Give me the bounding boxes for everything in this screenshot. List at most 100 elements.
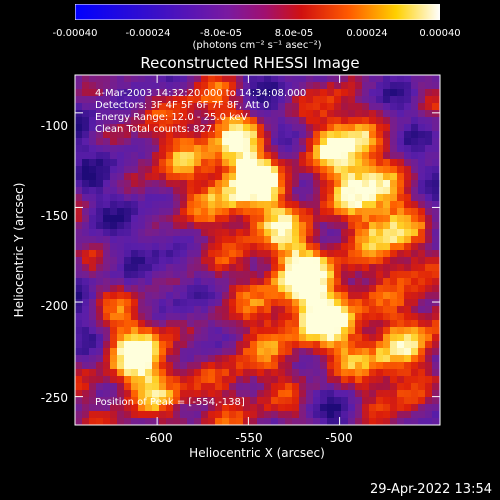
heatmap-cell bbox=[131, 306, 138, 313]
heatmap-cell bbox=[411, 229, 418, 236]
heatmap-cell bbox=[376, 257, 383, 264]
heatmap-cell bbox=[187, 383, 194, 390]
heatmap-cell bbox=[390, 292, 397, 299]
heatmap-cell bbox=[264, 341, 271, 348]
heatmap-cell bbox=[306, 243, 313, 250]
heatmap-cell bbox=[215, 327, 222, 334]
heatmap-cell bbox=[96, 411, 103, 418]
heatmap-cell bbox=[411, 383, 418, 390]
heatmap-cell bbox=[397, 201, 404, 208]
heatmap-cell bbox=[292, 82, 299, 89]
heatmap-cell bbox=[292, 215, 299, 222]
heatmap-cell bbox=[390, 383, 397, 390]
heatmap-cell bbox=[278, 271, 285, 278]
heatmap-cell bbox=[236, 418, 243, 425]
heatmap-cell bbox=[75, 180, 82, 187]
heatmap-cell bbox=[229, 215, 236, 222]
heatmap-cell bbox=[243, 369, 250, 376]
heatmap-cell bbox=[82, 369, 89, 376]
heatmap-cell bbox=[285, 222, 292, 229]
heatmap-cell bbox=[145, 75, 152, 82]
heatmap-cell bbox=[404, 173, 411, 180]
heatmap-cell bbox=[348, 334, 355, 341]
heatmap-cell bbox=[411, 75, 418, 82]
heatmap-cell bbox=[362, 159, 369, 166]
heatmap-cell bbox=[411, 334, 418, 341]
heatmap-cell bbox=[187, 89, 194, 96]
heatmap-cell bbox=[418, 299, 425, 306]
heatmap-cell bbox=[229, 250, 236, 257]
heatmap-cell bbox=[271, 243, 278, 250]
heatmap-cell bbox=[117, 411, 124, 418]
heatmap-cell bbox=[411, 194, 418, 201]
heatmap-cell bbox=[96, 145, 103, 152]
heatmap-cell bbox=[117, 215, 124, 222]
heatmap-cell bbox=[369, 138, 376, 145]
heatmap-cell bbox=[131, 152, 138, 159]
heatmap-cell bbox=[103, 110, 110, 117]
heatmap-cell bbox=[103, 173, 110, 180]
heatmap-cell bbox=[327, 383, 334, 390]
heatmap-cell bbox=[383, 278, 390, 285]
heatmap-cell bbox=[250, 397, 257, 404]
heatmap-cell bbox=[278, 110, 285, 117]
heatmap-cell bbox=[89, 75, 96, 82]
heatmap-cell bbox=[124, 390, 131, 397]
heatmap-cell bbox=[124, 159, 131, 166]
heatmap-cell bbox=[425, 257, 432, 264]
heatmap-cell bbox=[334, 327, 341, 334]
heatmap-cell bbox=[355, 152, 362, 159]
heatmap-cell bbox=[376, 117, 383, 124]
heatmap-cell bbox=[376, 96, 383, 103]
heatmap-cell bbox=[236, 264, 243, 271]
heatmap-cell bbox=[341, 376, 348, 383]
heatmap-cell bbox=[334, 292, 341, 299]
heatmap-cell bbox=[138, 397, 145, 404]
heatmap-cell bbox=[215, 145, 222, 152]
heatmap-cell bbox=[334, 215, 341, 222]
heatmap-cell bbox=[418, 390, 425, 397]
heatmap-cell bbox=[82, 180, 89, 187]
heatmap-cell bbox=[257, 145, 264, 152]
heatmap-cell bbox=[236, 222, 243, 229]
heatmap-cell bbox=[215, 89, 222, 96]
heatmap-cell bbox=[89, 264, 96, 271]
heatmap-cell bbox=[208, 397, 215, 404]
heatmap-cell bbox=[418, 306, 425, 313]
heatmap-cell bbox=[89, 327, 96, 334]
heatmap-canvas bbox=[75, 75, 440, 425]
heatmap-cell bbox=[320, 250, 327, 257]
heatmap-cell bbox=[82, 306, 89, 313]
heatmap-cell bbox=[341, 320, 348, 327]
heatmap-cell bbox=[194, 145, 201, 152]
heatmap-cell bbox=[383, 299, 390, 306]
heatmap-cell bbox=[180, 390, 187, 397]
heatmap-cell bbox=[341, 383, 348, 390]
heatmap-cell bbox=[89, 257, 96, 264]
heatmap-cell bbox=[96, 355, 103, 362]
heatmap-cell bbox=[110, 411, 117, 418]
heatmap-cell bbox=[117, 250, 124, 257]
heatmap-cell bbox=[159, 110, 166, 117]
heatmap-cell bbox=[152, 215, 159, 222]
heatmap-cell bbox=[110, 327, 117, 334]
heatmap-cell bbox=[173, 369, 180, 376]
heatmap-cell bbox=[208, 334, 215, 341]
heatmap-cell bbox=[257, 243, 264, 250]
heatmap-cell bbox=[250, 75, 257, 82]
heatmap-cell bbox=[166, 285, 173, 292]
heatmap-cell bbox=[173, 187, 180, 194]
heatmap-cell bbox=[159, 103, 166, 110]
heatmap-cell bbox=[222, 131, 229, 138]
heatmap-cell bbox=[376, 110, 383, 117]
heatmap-cell bbox=[250, 327, 257, 334]
heatmap-cell bbox=[96, 404, 103, 411]
heatmap-cell bbox=[166, 180, 173, 187]
heatmap-cell bbox=[264, 89, 271, 96]
heatmap-cell bbox=[215, 418, 222, 425]
heatmap-cell bbox=[327, 166, 334, 173]
heatmap-cell bbox=[243, 411, 250, 418]
heatmap-cell bbox=[390, 369, 397, 376]
heatmap-cell bbox=[362, 376, 369, 383]
heatmap-cell bbox=[306, 180, 313, 187]
